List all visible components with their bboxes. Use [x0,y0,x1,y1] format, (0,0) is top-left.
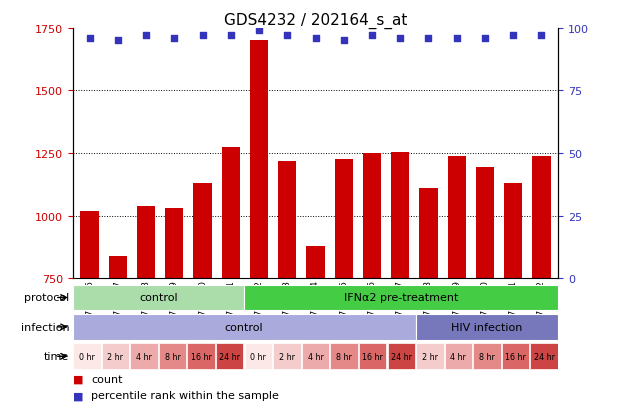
Bar [533,156,551,278]
Bar [165,209,184,278]
FancyBboxPatch shape [216,344,244,369]
FancyBboxPatch shape [159,344,186,369]
Text: count: count [91,374,123,384]
Text: ■: ■ [73,390,86,400]
Text: 2 hr: 2 hr [279,352,295,361]
Text: 0 hr: 0 hr [79,352,95,361]
Point [113,38,123,45]
Bar [447,156,466,278]
FancyBboxPatch shape [130,344,158,369]
Point [169,36,179,42]
Bar [504,183,522,278]
Text: 0 hr: 0 hr [251,352,266,361]
Text: control: control [225,322,263,332]
Text: 24 hr: 24 hr [391,352,412,361]
FancyBboxPatch shape [302,344,329,369]
Text: 16 hr: 16 hr [505,352,526,361]
Point [141,33,151,40]
FancyBboxPatch shape [416,314,558,340]
FancyBboxPatch shape [445,344,472,369]
FancyBboxPatch shape [387,344,415,369]
Point [282,33,292,40]
Text: 2 hr: 2 hr [422,352,438,361]
FancyBboxPatch shape [245,344,272,369]
FancyBboxPatch shape [73,285,244,311]
FancyBboxPatch shape [244,285,558,311]
Text: 16 hr: 16 hr [191,352,211,361]
Bar [250,41,268,278]
Point [480,36,490,42]
Bar [193,183,211,278]
Point [85,36,95,42]
Text: 16 hr: 16 hr [362,352,383,361]
Bar [278,161,297,278]
Point [198,33,208,40]
Bar [420,189,438,278]
Text: 4 hr: 4 hr [451,352,466,361]
FancyBboxPatch shape [416,344,444,369]
Text: 24 hr: 24 hr [219,352,240,361]
Text: IFNα2 pre-treatment: IFNα2 pre-treatment [344,293,459,303]
Bar [137,206,155,278]
Text: 8 hr: 8 hr [336,352,352,361]
Text: 8 hr: 8 hr [165,352,180,361]
Text: 4 hr: 4 hr [307,352,324,361]
Point [395,36,405,42]
Bar [334,160,353,278]
Bar [109,256,127,278]
Text: ■: ■ [73,374,86,384]
Text: 24 hr: 24 hr [534,352,555,361]
Bar [221,147,240,278]
Point [536,33,546,40]
Point [254,28,264,35]
Point [508,33,518,40]
Point [367,33,377,40]
Text: percentile rank within the sample: percentile rank within the sample [91,390,280,400]
FancyBboxPatch shape [102,344,129,369]
Point [310,36,321,42]
Bar [80,211,98,278]
FancyBboxPatch shape [331,344,358,369]
FancyBboxPatch shape [273,344,300,369]
FancyBboxPatch shape [473,344,501,369]
FancyBboxPatch shape [531,344,558,369]
FancyBboxPatch shape [187,344,215,369]
Bar [391,152,410,278]
FancyBboxPatch shape [502,344,529,369]
Text: infection: infection [21,322,69,332]
Text: time: time [44,351,69,361]
Bar [476,167,494,278]
Text: 2 hr: 2 hr [107,352,124,361]
Point [452,36,462,42]
Text: 8 hr: 8 hr [479,352,495,361]
Point [423,36,433,42]
Text: 4 hr: 4 hr [136,352,152,361]
FancyBboxPatch shape [359,344,386,369]
Bar [363,154,381,278]
Point [226,33,236,40]
Point [339,38,349,45]
Text: HIV infection: HIV infection [451,322,522,332]
FancyBboxPatch shape [73,314,416,340]
Text: protocol: protocol [24,293,69,303]
Bar [306,246,325,278]
FancyBboxPatch shape [73,344,100,369]
Text: control: control [139,293,177,303]
Text: GDS4232 / 202164_s_at: GDS4232 / 202164_s_at [224,12,407,28]
